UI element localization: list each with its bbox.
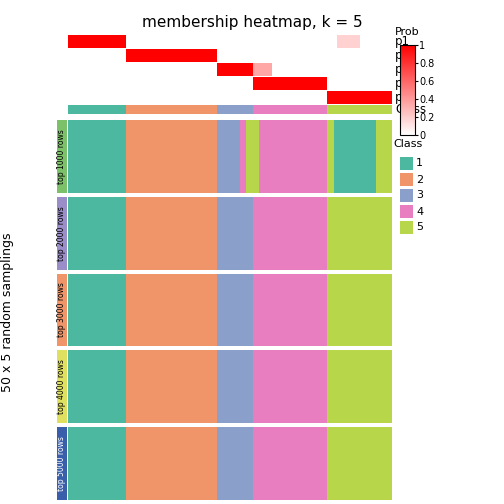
Text: membership heatmap, k = 5: membership heatmap, k = 5 <box>142 15 362 30</box>
Text: 5: 5 <box>416 222 423 232</box>
Text: p4: p4 <box>395 77 410 90</box>
Text: Class: Class <box>393 139 422 149</box>
Text: top 3000 rows: top 3000 rows <box>57 283 67 338</box>
Text: 2: 2 <box>416 174 423 184</box>
Text: top 1000 rows: top 1000 rows <box>57 129 67 184</box>
Text: 1: 1 <box>416 158 423 168</box>
Text: 3: 3 <box>416 191 423 201</box>
Text: p3: p3 <box>395 63 410 76</box>
Text: top 2000 rows: top 2000 rows <box>57 206 67 261</box>
Text: 50 x 5 random samplings: 50 x 5 random samplings <box>1 232 14 392</box>
Text: top 5000 rows: top 5000 rows <box>57 436 67 491</box>
Text: Class: Class <box>395 103 426 116</box>
Text: 4: 4 <box>416 207 423 217</box>
Text: Prob: Prob <box>395 27 420 37</box>
Text: p1: p1 <box>395 35 410 48</box>
Text: top 4000 rows: top 4000 rows <box>57 359 67 414</box>
Text: p5: p5 <box>395 91 410 104</box>
Text: p2: p2 <box>395 49 410 62</box>
